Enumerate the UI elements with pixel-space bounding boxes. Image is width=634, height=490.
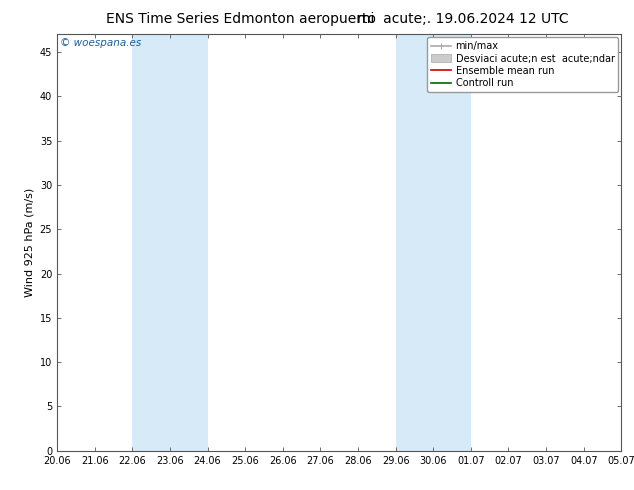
Bar (396, 34, 471, 451)
Legend: min/max, Desviaci acute;n est  acute;ndar, Ensemble mean run, Controll run: min/max, Desviaci acute;n est acute;ndar… (427, 37, 618, 92)
Y-axis label: Wind 925 hPa (m/s): Wind 925 hPa (m/s) (24, 188, 34, 297)
Text: mi  acute;. 19.06.2024 12 UTC: mi acute;. 19.06.2024 12 UTC (357, 12, 569, 26)
Bar (133, 34, 207, 451)
Text: ENS Time Series Edmonton aeropuerto: ENS Time Series Edmonton aeropuerto (106, 12, 376, 26)
Text: © woespana.es: © woespana.es (60, 38, 141, 49)
